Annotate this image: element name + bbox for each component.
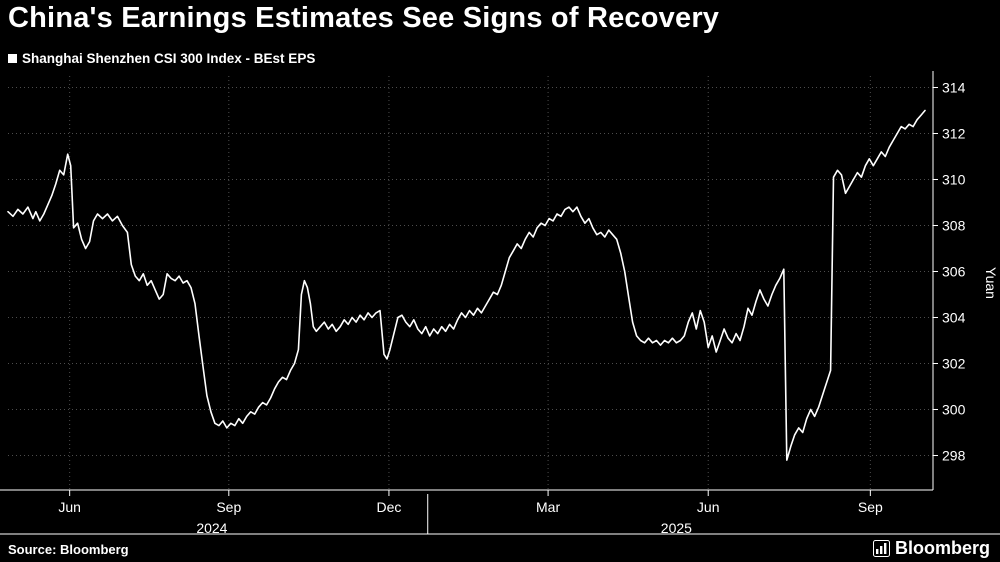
y-tick-label: 304	[942, 310, 966, 326]
bloomberg-logo: Bloomberg	[872, 538, 990, 559]
y-tick-label: 308	[942, 218, 966, 234]
x-tick-label: Jun	[697, 499, 720, 515]
chart-legend: Shanghai Shenzhen CSI 300 Index - BEst E…	[8, 51, 315, 66]
y-tick-label: 314	[942, 80, 966, 96]
bloomberg-logo-icon	[872, 540, 890, 557]
y-tick-label: 302	[942, 356, 966, 372]
bloomberg-logo-text: Bloomberg	[894, 538, 990, 558]
x-tick-label: Mar	[536, 499, 560, 515]
year-label: 2024	[196, 520, 227, 536]
y-tick-label: 312	[942, 126, 966, 142]
y-tick-label: 306	[942, 264, 966, 280]
y-tick-label: 310	[942, 172, 966, 188]
y-tick-label: 300	[942, 402, 966, 418]
y-axis-title: Yuan	[983, 267, 999, 299]
legend-label: Shanghai Shenzhen CSI 300 Index - BEst E…	[22, 51, 316, 66]
eps-line-chart: 298 300 302 304 306 308 310 312 314 Jun Sep Dec Mar J…	[0, 71, 1000, 536]
x-tick-label: Sep	[216, 499, 241, 515]
year-label: 2025	[661, 520, 692, 536]
y-tick-label: 298	[942, 448, 966, 464]
x-tick-label: Jun	[58, 499, 81, 515]
x-tick-label: Dec	[376, 499, 401, 515]
chart-title: China's Earnings Estimates See Signs of …	[8, 2, 720, 34]
legend-marker-icon	[8, 54, 17, 63]
source-attribution: Source: Bloomberg	[8, 542, 129, 557]
x-tick-label: Sep	[858, 499, 883, 515]
csi300-eps-line	[7, 109, 926, 461]
